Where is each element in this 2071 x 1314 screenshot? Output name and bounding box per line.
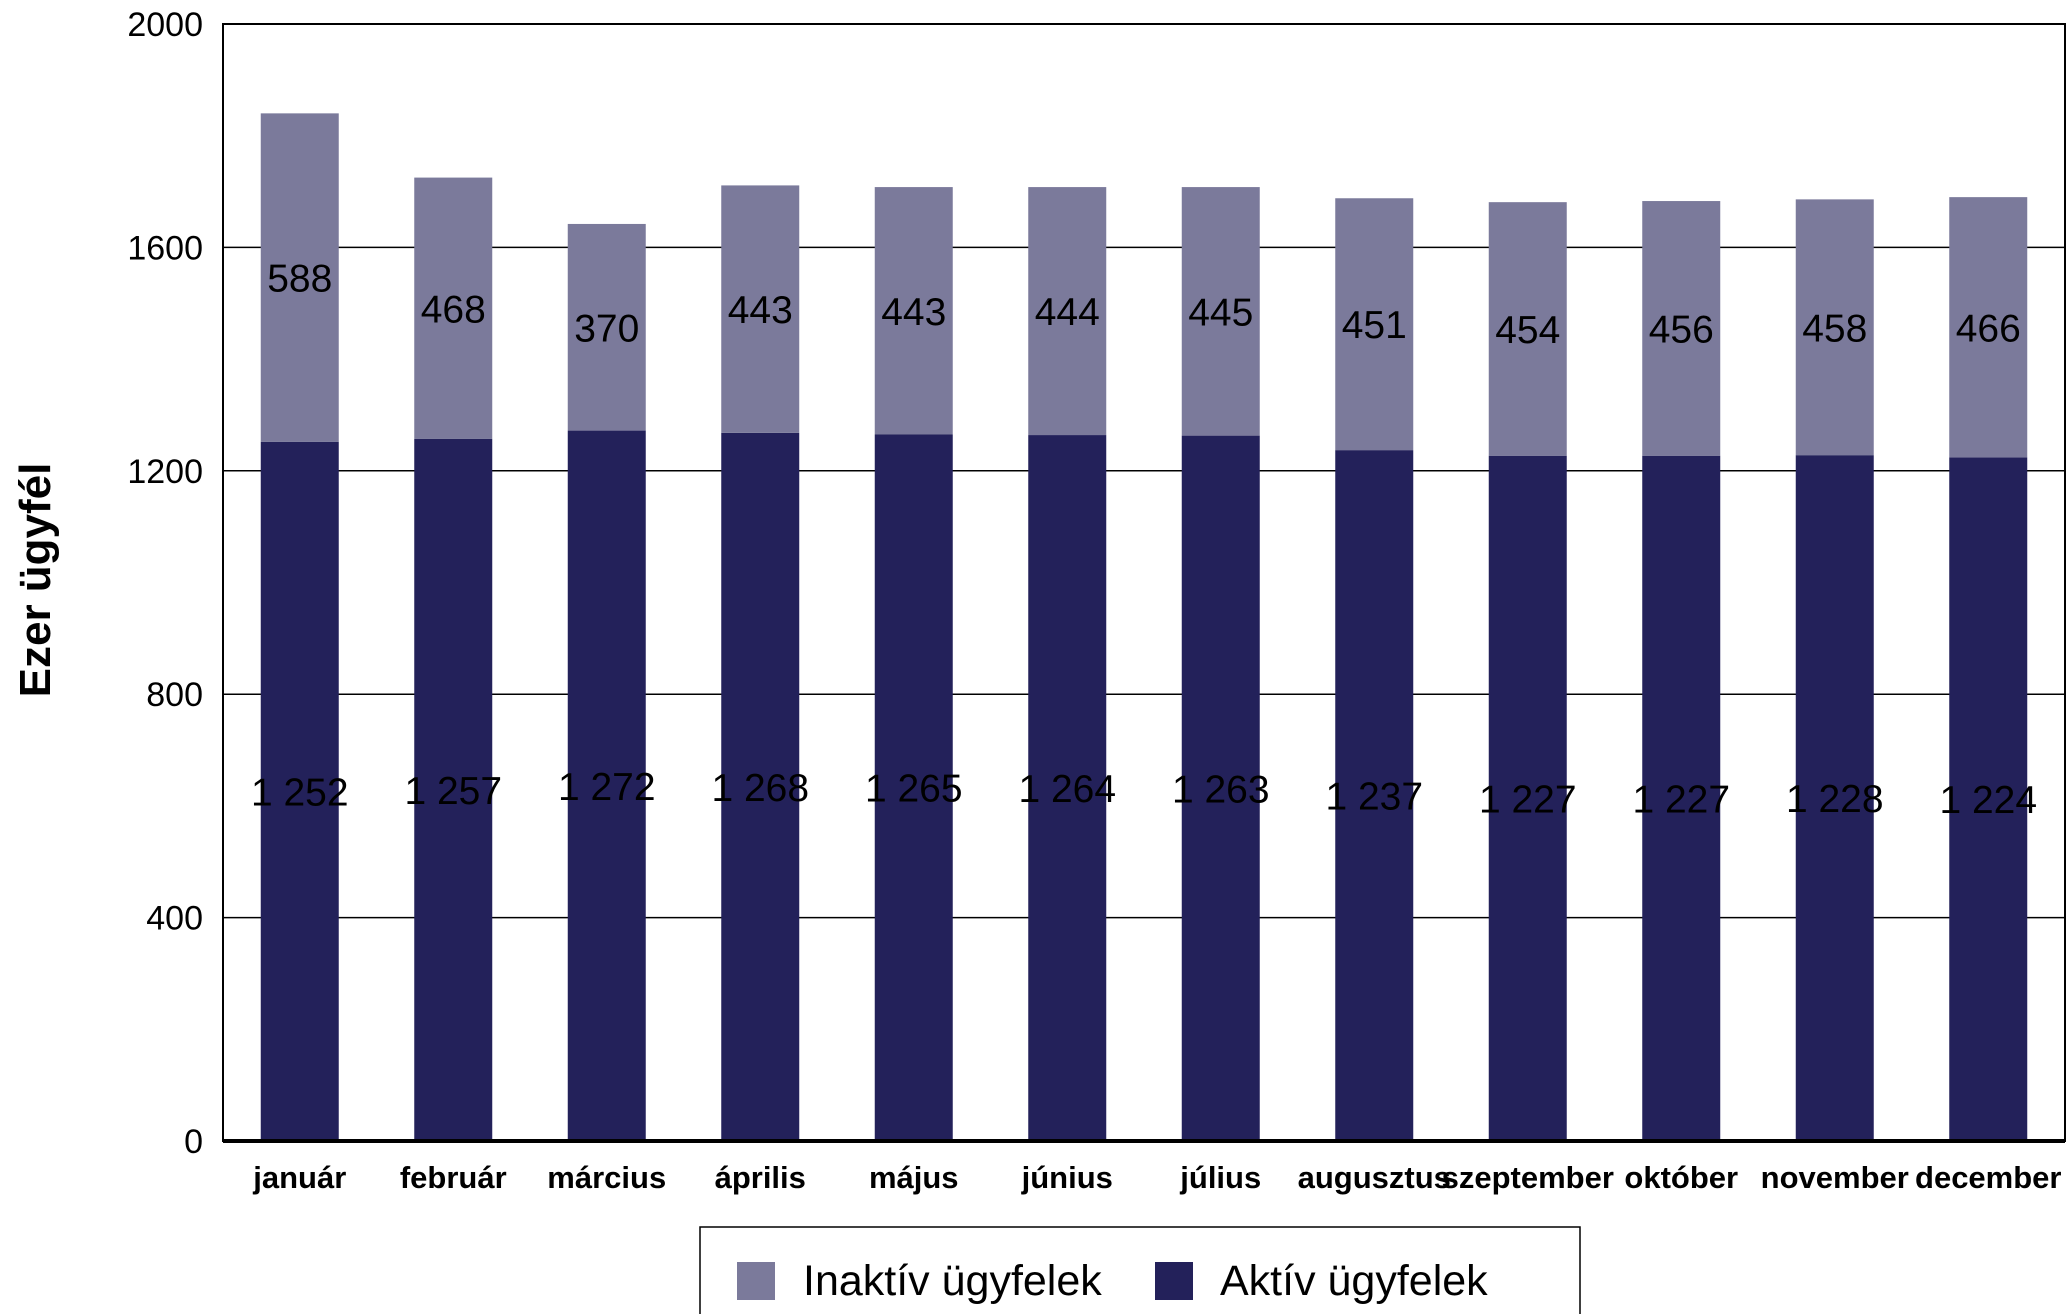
data-label-active: 1 224 (1939, 779, 2037, 822)
data-labels: 1 252 588 1 257 468 1 272 370 1 268 443 1 265 443… (251, 258, 2037, 823)
data-label-active: 1 257 (404, 770, 502, 813)
data-label-inactive: 444 (1035, 291, 1100, 334)
bars (260, 113, 2028, 1142)
bar-inactive (874, 187, 953, 435)
bar-active (1028, 435, 1107, 1141)
legend-swatch-inactive (737, 1262, 775, 1300)
x-tick-label: november (1761, 1160, 1909, 1195)
bar-inactive (1488, 202, 1567, 456)
x-tick-label: május (869, 1160, 959, 1195)
bar-active (1949, 457, 2028, 1141)
x-tick-label: október (1624, 1160, 1738, 1195)
data-label-inactive: 456 (1649, 308, 1714, 351)
bar-inactive (1795, 199, 1874, 456)
bar-inactive (1028, 187, 1107, 436)
bar-inactive (1949, 197, 2028, 458)
y-tick-label: 0 (184, 1123, 203, 1161)
bar-inactive (567, 223, 646, 431)
bar-active (874, 434, 953, 1141)
y-tick-label: 1200 (127, 453, 203, 491)
data-label-active: 1 265 (865, 768, 963, 811)
bar-active (567, 430, 646, 1141)
data-label-inactive: 451 (1342, 304, 1407, 347)
x-tick-label: április (715, 1160, 806, 1195)
bar-active (1795, 455, 1874, 1141)
data-label-inactive: 370 (574, 307, 639, 350)
data-label-inactive: 588 (267, 258, 332, 301)
x-tick-label: augusztus (1298, 1160, 1451, 1195)
legend: Inaktív ügyfelek Aktív ügyfelek (699, 1226, 1581, 1314)
data-label-inactive: 466 (1956, 307, 2021, 350)
bar-active (260, 441, 339, 1141)
bar-inactive (721, 185, 800, 433)
bar-inactive (1181, 187, 1260, 436)
y-tick-label: 1600 (127, 229, 203, 267)
data-label-active: 1 268 (711, 767, 809, 810)
data-label-active: 1 228 (1786, 778, 1884, 821)
data-label-active: 1 252 (251, 771, 349, 814)
data-label-inactive: 443 (881, 291, 946, 334)
x-tick-label: június (1021, 1160, 1113, 1195)
bar-inactive (414, 177, 493, 439)
bar-active (1642, 455, 1721, 1142)
data-label-inactive: 443 (728, 289, 793, 332)
plot-frame (222, 23, 2066, 1142)
legend-swatch-active (1155, 1262, 1193, 1300)
data-label-active: 1 272 (558, 766, 656, 809)
data-label-inactive: 445 (1188, 291, 1253, 334)
y-axis-label: Ezer ügyfél (11, 463, 60, 698)
tick-labels: 0 400 800 1200 1600 2000 január február március á… (127, 6, 2061, 1195)
data-label-active: 1 227 (1479, 778, 1577, 821)
x-tick-label: március (547, 1160, 666, 1195)
legend-label-inactive: Inaktív ügyfelek (803, 1257, 1102, 1305)
bar-active (1488, 455, 1567, 1142)
bar-inactive (260, 113, 339, 442)
bar-active (414, 438, 493, 1141)
bar-inactive (1335, 198, 1414, 451)
data-label-active: 1 263 (1172, 768, 1270, 811)
x-tick-label: szeptember (1442, 1160, 1614, 1195)
bar-active (1335, 450, 1414, 1141)
axes (222, 23, 2066, 1143)
legend-label-active: Aktív ügyfelek (1220, 1257, 1488, 1305)
data-label-inactive: 458 (1802, 307, 1867, 350)
x-tick-label: december (1915, 1160, 2061, 1195)
data-label-active: 1 264 (1018, 768, 1116, 811)
legend-box (699, 1226, 1581, 1314)
x-tick-label: július (1179, 1160, 1261, 1195)
data-label-inactive: 468 (421, 288, 486, 331)
bar-active (721, 432, 800, 1141)
y-tick-label: 800 (146, 676, 203, 714)
data-label-active: 1 237 (1325, 776, 1423, 819)
data-label-active: 1 227 (1632, 778, 1730, 821)
bar-active (1181, 435, 1260, 1141)
x-tick-label: január (252, 1160, 346, 1195)
data-label-inactive: 454 (1495, 309, 1560, 352)
y-tick-label: 400 (146, 900, 203, 938)
y-tick-label: 2000 (127, 6, 203, 44)
bar-inactive (1642, 201, 1721, 456)
x-tick-label: február (400, 1160, 507, 1195)
